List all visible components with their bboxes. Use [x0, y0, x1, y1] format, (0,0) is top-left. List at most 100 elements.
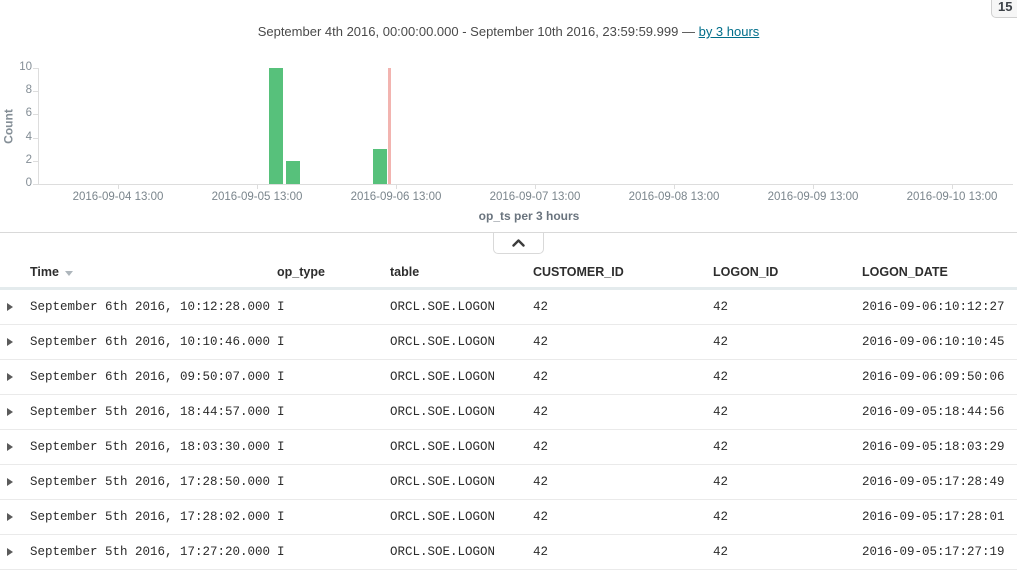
cell-table: ORCL.SOE.LOGON — [390, 405, 496, 419]
cell-op_type: I — [277, 405, 285, 419]
time-range-text: September 4th 2016, 00:00:00.000 - Septe… — [257, 24, 679, 39]
expand-row-caret-icon[interactable] — [7, 513, 13, 521]
expand-row-caret-icon[interactable] — [7, 338, 13, 346]
table-row: September 5th 2016, 17:28:50.000 I ORCL.SO… — [0, 465, 1017, 500]
cell-logon_date: 2016-09-06:10:10:45 — [862, 335, 1005, 349]
cell-logon_id: 42 — [713, 335, 729, 349]
expand-row-caret-icon[interactable] — [7, 408, 13, 416]
cell-logon_id: 42 — [713, 545, 729, 559]
table-row: September 6th 2016, 09:50:07.000 I ORCL.SO… — [0, 360, 1017, 395]
y-tick — [33, 137, 38, 139]
y-tick — [33, 160, 38, 162]
table-row: September 5th 2016, 17:28:02.000 I ORCL.SO… — [0, 500, 1017, 535]
x-tick-label: 2016-09-08 13:00 — [628, 191, 720, 203]
cell-logon_date: 2016-09-05:17:28:01 — [862, 510, 1005, 524]
x-tick-label: 2016-09-09 13:00 — [767, 191, 859, 203]
y-tick-label: 2 — [25, 153, 32, 166]
histogram-chart: Count op_ts per 3 hours 0 2 4 6 8 10 2016-09-0… — [0, 0, 1017, 232]
column-header-label: table — [390, 265, 420, 279]
x-tick-label: 2016-09-04 13:00 — [72, 191, 164, 203]
histogram-bar[interactable] — [372, 149, 387, 184]
cell-op_type: I — [277, 475, 285, 489]
cell-time: September 6th 2016, 10:10:46.000 — [30, 335, 271, 349]
cell-table: ORCL.SOE.LOGON — [390, 440, 496, 454]
cell-table: ORCL.SOE.LOGON — [390, 370, 496, 384]
x-axis — [38, 184, 1013, 185]
column-header-label: Time — [30, 265, 59, 279]
cell-customer_id: 42 — [533, 440, 549, 454]
table-row: September 5th 2016, 17:27:20.000 I ORCL.SO… — [0, 535, 1017, 570]
cell-time: September 5th 2016, 18:44:57.000 — [30, 405, 271, 419]
cell-logon_date: 2016-09-05:18:44:56 — [862, 405, 1005, 419]
cell-table: ORCL.SOE.LOGON — [390, 475, 496, 489]
cell-time: September 6th 2016, 10:12:28.000 — [30, 300, 271, 314]
column-header-label: LOGON_ID — [713, 265, 779, 279]
cell-customer_id: 42 — [533, 475, 549, 489]
x-tick — [534, 184, 536, 189]
cell-logon_id: 42 — [713, 510, 729, 524]
expand-row-caret-icon[interactable] — [7, 373, 13, 381]
column-header-label: CUSTOMER_ID — [533, 265, 624, 279]
expand-row-caret-icon[interactable] — [7, 548, 13, 556]
cell-customer_id: 42 — [533, 370, 549, 384]
x-tick-label: 2016-09-05 13:00 — [211, 191, 303, 203]
panel-divider — [0, 232, 1017, 233]
x-tick — [673, 184, 675, 189]
expand-row-caret-icon[interactable] — [7, 478, 13, 486]
cell-logon_date: 2016-09-05:18:03:29 — [862, 440, 1005, 454]
cell-logon_id: 42 — [713, 300, 729, 314]
cell-customer_id: 42 — [533, 510, 549, 524]
cell-logon_date: 2016-09-05:17:27:19 — [862, 545, 1005, 559]
cell-time: September 5th 2016, 17:27:20.000 — [30, 545, 271, 559]
y-tick — [33, 114, 38, 116]
chevron-up-icon — [512, 239, 525, 247]
cell-table: ORCL.SOE.LOGON — [390, 300, 496, 314]
cell-customer_id: 42 — [533, 545, 549, 559]
table-row: September 6th 2016, 10:12:28.000 I ORCL.SO… — [0, 290, 1017, 325]
cell-logon_date: 2016-09-06:10:12:27 — [862, 300, 1005, 314]
cell-table: ORCL.SOE.LOGON — [390, 545, 496, 559]
cell-op_type: I — [277, 335, 285, 349]
time-range-dash: — — [681, 24, 695, 39]
column-header-logon_date[interactable]: LOGON_DATE — [862, 265, 1017, 279]
table-row: September 5th 2016, 18:44:57.000 I ORCL.SO… — [0, 395, 1017, 430]
column-header-customer_id[interactable]: CUSTOMER_ID — [533, 265, 713, 279]
x-tick — [256, 184, 258, 189]
y-tick-label: 6 — [25, 107, 32, 120]
cell-time: September 6th 2016, 09:50:07.000 — [30, 370, 271, 384]
x-tick — [117, 184, 119, 189]
x-axis-label: op_ts per 3 hours — [478, 209, 580, 223]
column-header-table[interactable]: table — [390, 265, 533, 279]
x-tick-label: 2016-09-06 13:00 — [350, 191, 442, 203]
cell-time: September 5th 2016, 18:03:30.000 — [30, 440, 271, 454]
column-header-time[interactable]: Time — [30, 265, 277, 279]
cell-logon_id: 42 — [713, 405, 729, 419]
cell-table: ORCL.SOE.LOGON — [390, 335, 496, 349]
collapse-histogram-button[interactable] — [493, 233, 544, 254]
cell-customer_id: 42 — [533, 300, 549, 314]
cell-time: September 5th 2016, 17:28:50.000 — [30, 475, 271, 489]
y-tick-label: 8 — [25, 84, 32, 97]
column-header-label: LOGON_DATE — [862, 265, 948, 279]
cell-time: September 5th 2016, 17:28:02.000 — [30, 510, 271, 524]
cell-logon_id: 42 — [713, 475, 729, 489]
table-row: September 6th 2016, 10:10:46.000 I ORCL.SO… — [0, 325, 1017, 360]
column-header-label: op_type — [277, 265, 325, 279]
y-axis-label: Count — [1, 109, 16, 144]
expand-row-caret-icon[interactable] — [7, 443, 13, 451]
x-tick-label: 2016-09-07 13:00 — [489, 191, 581, 203]
cell-table: ORCL.SOE.LOGON — [390, 510, 496, 524]
x-tick — [951, 184, 953, 189]
histogram-bar[interactable] — [285, 160, 300, 184]
y-tick — [33, 91, 38, 93]
column-header-op_type[interactable]: op_type — [277, 265, 390, 279]
document-table: September 6th 2016, 10:12:28.000 I ORCL.SO… — [0, 290, 1017, 579]
expand-row-caret-icon[interactable] — [7, 303, 13, 311]
cell-op_type: I — [277, 300, 285, 314]
x-tick-label: 2016-09-10 13:00 — [906, 191, 998, 203]
interval-link[interactable]: by 3 hours — [698, 24, 760, 39]
x-tick — [395, 184, 397, 189]
histogram-bar[interactable] — [268, 68, 283, 184]
column-header-logon_id[interactable]: LOGON_ID — [713, 265, 862, 279]
y-axis — [38, 68, 39, 185]
